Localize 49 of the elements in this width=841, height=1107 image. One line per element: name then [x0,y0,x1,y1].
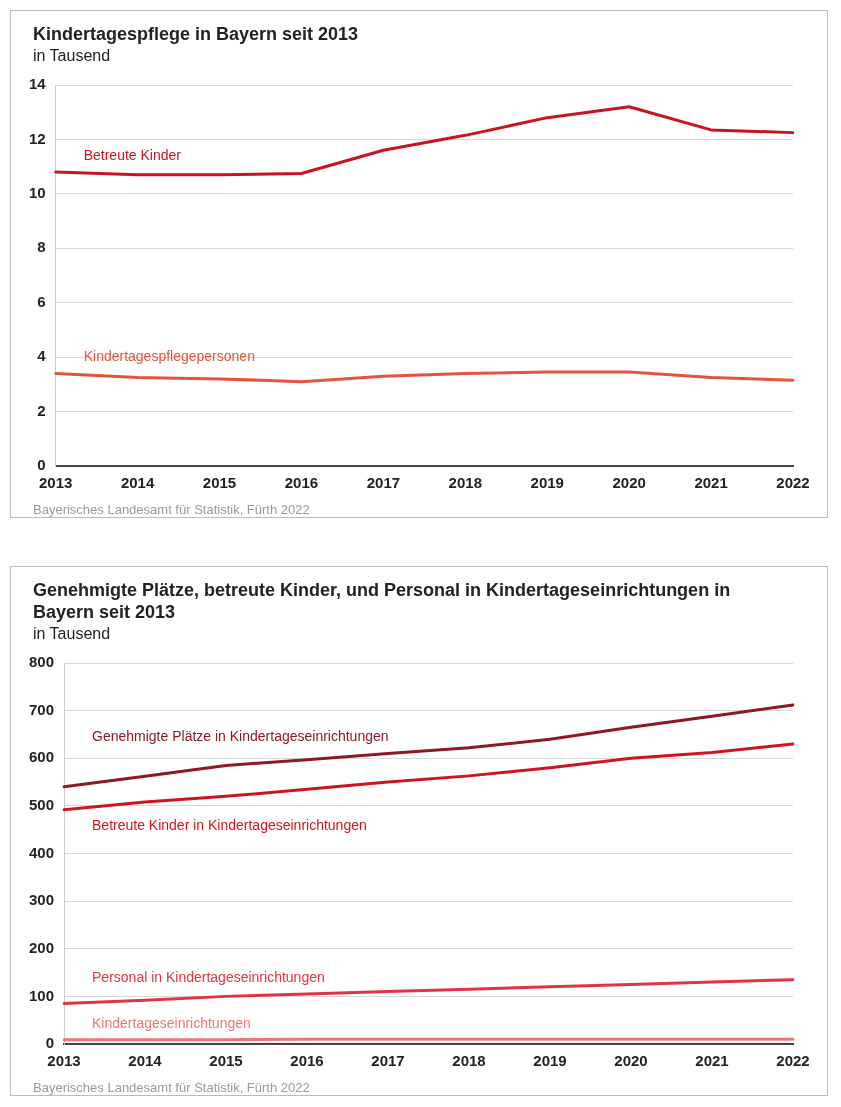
y-tick-label: 14 [29,75,47,93]
y-tick-label: 10 [29,184,46,201]
series-label: Genehmigte Plätze in Kindertageseinrichtungen [92,728,389,745]
y-tick-label: 500 [29,796,55,814]
y-tick-label: 12 [29,129,46,147]
x-tick-label: 2017 [366,474,401,492]
text: Bayerisches Landesamt für Statistik, Fürth 2022 [33,1080,311,1095]
text: Bayerisches Landesamt für Statistik, Fürth 2022 [33,502,311,517]
y-tick-label: 400 [29,843,55,861]
x-tick-label: 2014 [120,474,155,492]
x-tick-label: 2021 [695,1052,729,1070]
chart-title: Genehmigte Plätze, betreute Kinder, und Personal in Kindertageseinrichtungen in Bayern seit 2013 [33,579,732,623]
chart-title: Kindertagespflege in Bayern seit 2013 [33,23,360,45]
y-tick-label: 700 [29,700,55,718]
x-tick-label: 2020 [612,474,646,492]
chart-subtitle: in Tausend [33,624,112,644]
y-tick-label: 800 [29,653,55,671]
x-tick-label: 2014 [128,1052,163,1070]
y-tick-label: 200 [29,938,55,956]
x-tick-label: 2018 [452,1052,486,1070]
y-tick-label: 300 [29,891,55,909]
y-tick-label: 2 [37,401,46,419]
x-tick-label: 2022 [776,474,810,492]
x-tick-label: 2016 [290,1052,324,1070]
x-tick-label: 2022 [776,1052,810,1070]
x-tick-label: 2017 [371,1052,405,1070]
series-label: Kindertageseinrichtungen [92,1014,251,1031]
y-tick-label: 0 [45,1034,55,1052]
chart-subtitle: in Tausend [33,46,112,66]
x-tick-label: 2019 [530,474,564,492]
y-tick-label: 6 [37,292,46,310]
y-tick-label: 600 [29,748,55,766]
series-label: Kindertagespflegepersonen [83,348,255,365]
y-tick-label: 4 [37,347,47,365]
series-label: Betreute Kinder in Kindertageseinrichtungen [92,816,367,833]
series-label: Personal in Kindertageseinrichtungen [92,968,325,985]
x-tick-label: 2015 [209,1052,243,1070]
x-tick-label: 2015 [202,474,237,492]
y-tick-label: 8 [37,238,46,256]
y-tick-label: 0 [37,456,46,474]
x-tick-label: 2020 [614,1052,648,1070]
x-tick-label: 2013 [47,1052,81,1070]
series-label: Betreute Kinder [83,146,182,163]
x-tick-label: 2019 [533,1052,567,1070]
x-tick-label: 2016 [284,474,319,492]
x-tick-label: 2018 [448,474,482,492]
x-tick-label: 2013 [39,474,73,492]
x-tick-label: 2021 [694,474,728,492]
y-tick-label: 100 [29,986,55,1004]
